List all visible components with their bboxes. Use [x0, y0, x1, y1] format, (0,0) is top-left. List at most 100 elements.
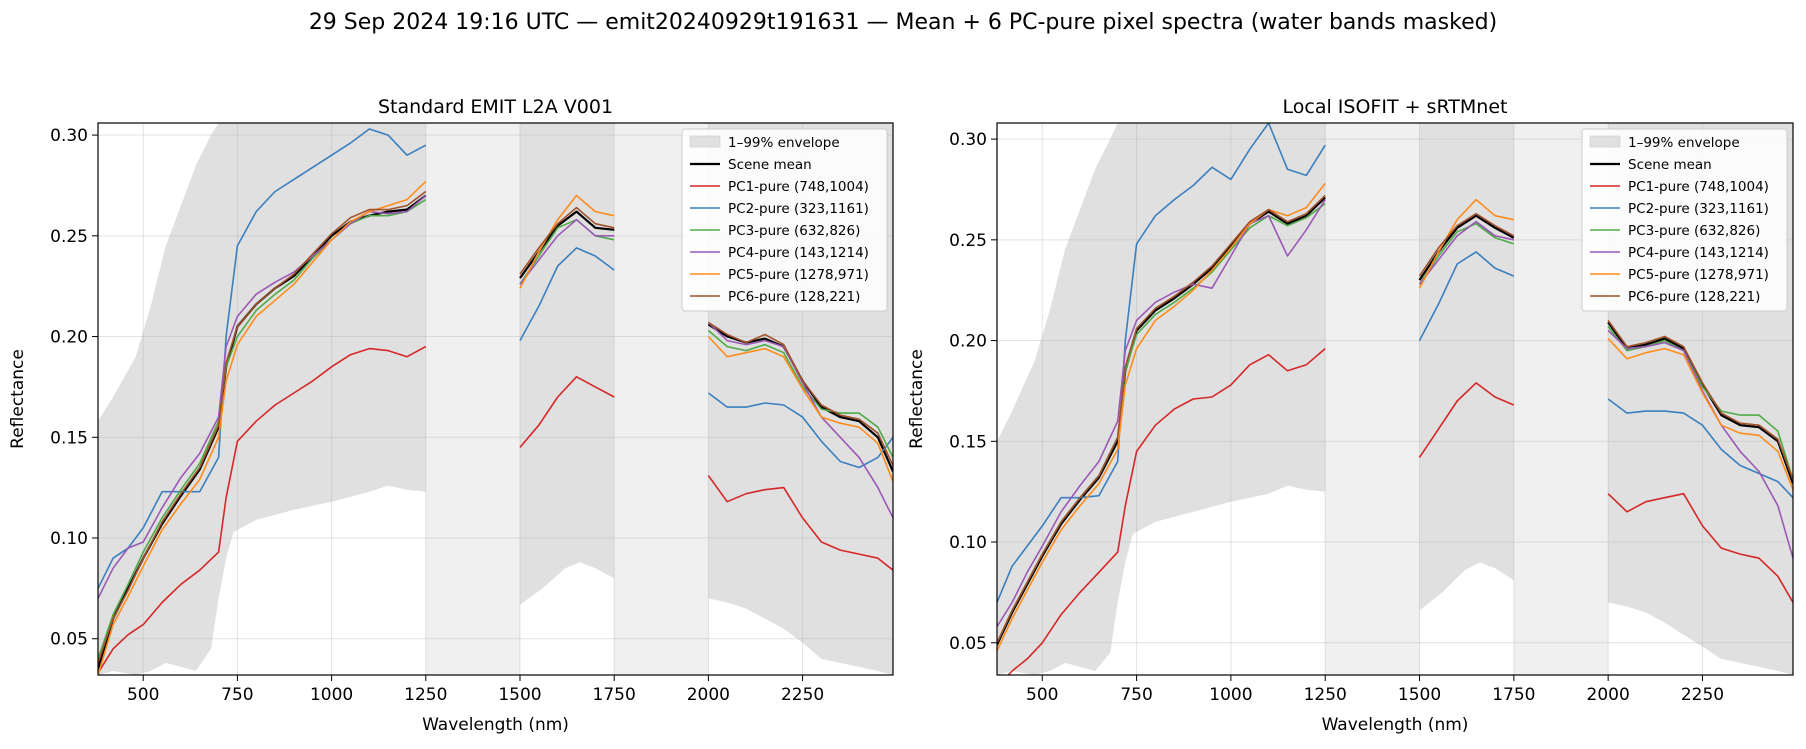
series-pc1-pure [1007, 347, 1793, 675]
y-tick-label: 0.15 [50, 428, 88, 448]
series-line-segment [1607, 319, 1793, 480]
x-tick-label: 1500 [498, 685, 541, 705]
series-line-segment [707, 475, 893, 571]
legend-label: PC3-pure (632,826) [1628, 223, 1760, 239]
series-line-segment [1607, 329, 1793, 559]
y-tick-label: 0.10 [949, 533, 987, 553]
series-line-segment [1418, 251, 1515, 341]
x-tick-label: 1750 [1492, 685, 1535, 705]
series-line-segment [1418, 220, 1514, 285]
legend-box [681, 128, 888, 312]
series-line-segment [1418, 212, 1515, 277]
x-tick-label: 2000 [1587, 685, 1630, 705]
series-line-segment [98, 345, 427, 674]
series-pc4-pure [997, 199, 1793, 628]
series-line-segment [1607, 338, 1793, 490]
series-line-segment [1418, 382, 1515, 458]
series-pc6-pure [98, 190, 893, 664]
x-tick-label: 1000 [1209, 685, 1252, 705]
legend-box [1581, 128, 1788, 312]
legend-swatch-envelope [1589, 135, 1621, 148]
chart-title: Standard EMIT L2A V001 [378, 96, 613, 118]
y-tick-label: 0.20 [949, 332, 987, 352]
series-line-segment [1418, 198, 1514, 289]
legend-label: PC6-pure (128,221) [728, 289, 860, 305]
y-axis-label: Reflectance [907, 349, 927, 449]
series-line-segment [707, 321, 893, 466]
legend-label: PC5-pure (1278,971) [1628, 267, 1769, 283]
y-tick-label: 0.30 [949, 130, 987, 150]
legend-label: PC5-pure (1278,971) [728, 267, 869, 283]
y-axis-label: Reflectance [8, 349, 28, 449]
x-tick-label: 1250 [404, 685, 447, 705]
x-tick-label: 1500 [1398, 685, 1441, 705]
series-line-segment [997, 123, 1326, 603]
chart-panel-2: 500 750 1000 1250 1500 1750 2000 2250 0.05 0.10 0.… [907, 96, 1794, 735]
chart-title: Local ISOFIT + sRTMnet [1283, 96, 1508, 118]
series-pc2-pure [98, 128, 893, 589]
x-tick-label: 500 [127, 685, 159, 705]
legend-label: PC6-pure (128,221) [1628, 289, 1760, 305]
x-tick-label: 500 [1026, 685, 1058, 705]
series-pc2-pure [997, 123, 1793, 603]
series-line-segment [519, 194, 615, 289]
axes-frame [97, 122, 894, 676]
x-tick-label: 1000 [310, 685, 353, 705]
axes-frame [996, 122, 1794, 676]
series-line-segment [1007, 347, 1326, 675]
y-tick-label: 0.20 [50, 328, 88, 348]
x-tick-label: 1250 [1304, 685, 1347, 705]
legend-label: PC4-pure (143,1214) [1628, 245, 1769, 261]
series-line-segment [1607, 321, 1793, 484]
y-tick-label: 0.25 [50, 227, 88, 247]
legend-label: Scene mean [728, 157, 812, 173]
water-band-mask-1 [1325, 123, 1420, 675]
legend-label: PC2-pure (323,1161) [728, 201, 869, 217]
legend-label: Scene mean [1628, 157, 1712, 173]
figure-suptitle: 29 Sep 2024 19:16 UTC — emit20240929t191… [308, 10, 1498, 35]
series-pc1-pure [98, 345, 893, 674]
legend-label: PC1-pure (748,1004) [1628, 179, 1769, 195]
water-band-mask-1 [425, 123, 520, 675]
legend-label: PC3-pure (632,826) [728, 223, 860, 239]
series-pc6-pure [997, 194, 1793, 644]
series-line-segment [519, 247, 615, 341]
series-line-segment [519, 206, 615, 275]
series-line-segment [1607, 398, 1793, 499]
y-tick-label: 0.15 [949, 432, 987, 452]
series-line-segment [997, 194, 1326, 644]
y-tick-label: 0.05 [50, 630, 88, 650]
series-line-segment [98, 190, 427, 664]
series-line-segment [707, 321, 893, 519]
series-pc5-pure [98, 180, 893, 675]
y-tick-label: 0.05 [949, 634, 987, 654]
legend-label: PC1-pure (748,1004) [728, 179, 869, 195]
series-line-segment [707, 392, 893, 469]
legend: 1–99% envelope Scene mean PC1-pure (748,10… [1581, 128, 1788, 312]
chart-panel-1: 500 750 1000 1250 1500 1750 2000 2250 0.05 0.10 0.… [8, 96, 894, 735]
series-line-segment [98, 198, 427, 660]
y-tick-label: 0.25 [949, 231, 987, 251]
y-tick-label: 0.30 [50, 126, 88, 146]
x-axis-label: Wavelength (nm) [1322, 715, 1469, 735]
x-tick-label: 2250 [781, 685, 824, 705]
series-line-segment [519, 218, 615, 285]
x-tick-label: 2250 [1681, 685, 1724, 705]
x-tick-label: 750 [1120, 685, 1152, 705]
legend-label: PC2-pure (323,1161) [1628, 201, 1769, 217]
series-line-segment [997, 196, 1326, 646]
legend: 1–99% envelope Scene mean PC1-pure (748,10… [681, 128, 888, 312]
series-line-segment [98, 128, 427, 589]
series-line-segment [997, 199, 1326, 628]
x-tick-label: 2000 [687, 685, 730, 705]
series-line-segment [519, 376, 615, 448]
series-line-segment [1607, 492, 1793, 603]
x-tick-label: 1750 [593, 685, 636, 705]
legend-label: PC4-pure (143,1214) [728, 245, 869, 261]
y-tick-label: 0.10 [50, 529, 88, 549]
series-line-segment [707, 329, 893, 458]
x-axis-label: Wavelength (nm) [422, 715, 569, 735]
series-line-segment [98, 180, 427, 675]
series-line-segment [707, 335, 893, 482]
